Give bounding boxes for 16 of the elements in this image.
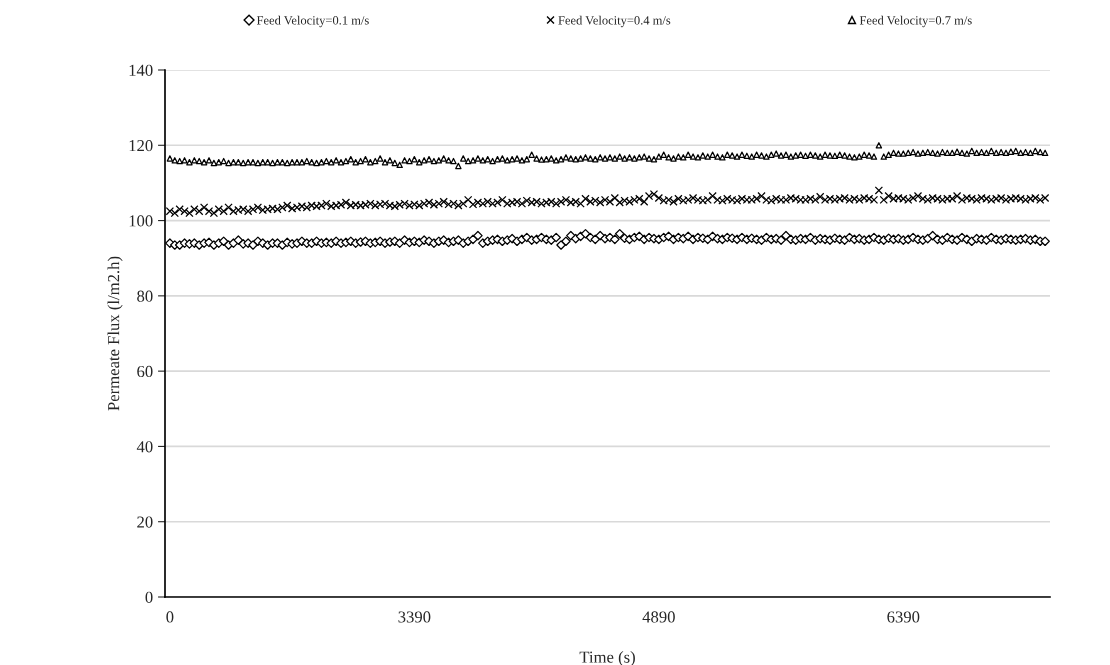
legend-label: Feed Velocity=0.1 m/s <box>256 15 369 28</box>
x-tick-label: 6390 <box>887 611 920 623</box>
x-tick-label: 0 <box>166 611 174 623</box>
x-tick-label: 4890 <box>642 611 675 623</box>
y-tick-label: 0 <box>145 591 153 603</box>
y-tick-label: 80 <box>137 290 153 302</box>
y-tick-label: 100 <box>129 215 153 227</box>
y-tick-label: 60 <box>137 365 153 378</box>
legend-label: Feed Velocity=0.7 m/s <box>859 15 972 28</box>
y-tick-label: 120 <box>129 139 153 152</box>
y-tick-label: 20 <box>137 516 153 528</box>
y-tick-label: 40 <box>136 441 153 453</box>
legend-label: Feed Velocity=0.4 m/s <box>558 15 671 28</box>
x-tick-label: 3390 <box>398 611 431 623</box>
y-tick-label: 140 <box>129 64 153 76</box>
y-axis-title: Permeate Flux (l/m2.h) <box>107 256 123 411</box>
